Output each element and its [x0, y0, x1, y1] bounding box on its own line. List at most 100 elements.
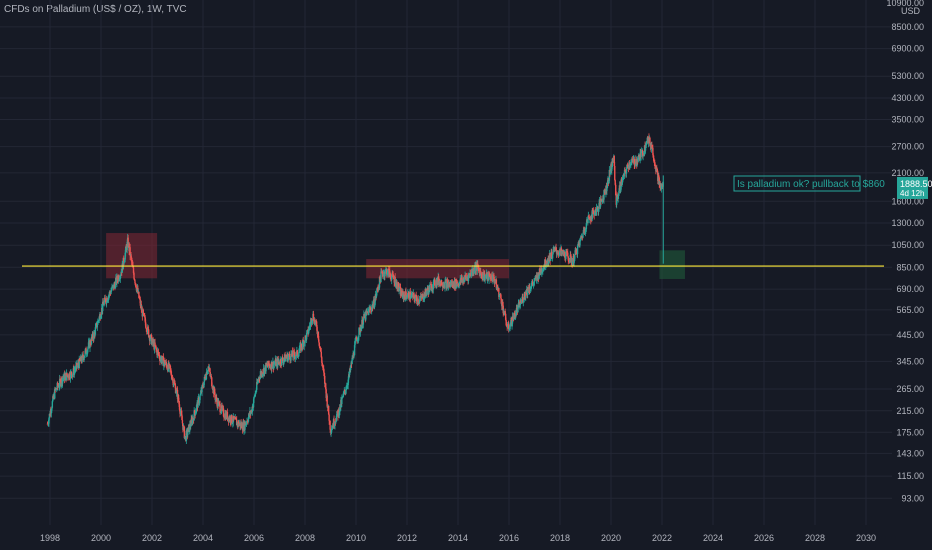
candle-body	[306, 330, 308, 333]
candle-body	[207, 366, 210, 370]
time-tick-label: 2002	[142, 533, 162, 543]
candle-body	[504, 310, 506, 314]
candle-body	[148, 336, 151, 342]
candle-body	[147, 329, 150, 338]
candle-body	[514, 314, 517, 319]
candle-body	[329, 420, 331, 430]
time-tick-label: 2028	[805, 533, 825, 543]
candle-body	[116, 276, 118, 284]
candle-body	[611, 158, 613, 168]
candle-body	[584, 230, 587, 233]
candle-body	[86, 353, 88, 355]
candle-body	[173, 382, 176, 384]
candle-body	[384, 269, 387, 274]
candle-body	[506, 325, 509, 328]
candle-body	[139, 299, 142, 306]
candle-body	[258, 377, 260, 379]
candle-body	[515, 308, 518, 316]
candle-body	[310, 318, 313, 324]
candle-body	[72, 373, 74, 375]
candle-body	[622, 176, 624, 178]
candle-body	[164, 360, 166, 366]
candle-body	[353, 355, 355, 357]
candle-body	[301, 347, 303, 348]
candle-body	[197, 397, 199, 408]
candle-body	[123, 261, 125, 263]
candle-body	[336, 411, 338, 416]
candle-body	[400, 290, 403, 296]
candle-body	[255, 389, 257, 393]
candle-body	[614, 165, 616, 181]
candle-body	[488, 273, 491, 277]
candle-body	[558, 251, 561, 256]
candle-body	[106, 298, 108, 302]
candle-body	[265, 363, 267, 372]
candle-body	[59, 378, 61, 380]
candle-body	[318, 342, 321, 347]
candle-body	[538, 275, 540, 280]
time-tick-label: 2008	[295, 533, 315, 543]
candle-body	[335, 421, 337, 423]
candle-body	[617, 193, 620, 196]
candle-body	[211, 377, 213, 387]
candle-body	[478, 269, 480, 271]
candle-body	[480, 271, 482, 273]
candle-body	[346, 385, 348, 387]
candle-body	[330, 429, 333, 433]
candle-body	[193, 410, 195, 421]
candle-body	[329, 429, 332, 433]
candle-body	[305, 332, 308, 340]
candle-body	[358, 328, 360, 337]
candle-body	[387, 269, 389, 274]
candle-body	[128, 243, 130, 252]
candle-body	[253, 397, 255, 403]
candle-body	[422, 293, 424, 300]
candle-body	[288, 353, 291, 357]
candle-body	[309, 325, 311, 327]
candle-body	[427, 287, 429, 290]
candle-body	[292, 351, 295, 358]
candle-body	[373, 299, 375, 308]
candle-body	[404, 291, 407, 300]
candle-body	[183, 427, 186, 439]
candle-body	[429, 284, 431, 291]
candle-body	[159, 358, 162, 362]
candle-body	[555, 247, 557, 251]
candle-body	[52, 396, 54, 402]
candle-body	[512, 316, 514, 320]
candle-body	[311, 321, 313, 324]
candle-body	[510, 318, 513, 326]
candle-body	[532, 282, 535, 285]
candle-body	[511, 323, 513, 326]
candle-body	[109, 291, 111, 293]
candle-body	[217, 401, 220, 407]
candle-body	[134, 280, 136, 284]
candle-body	[640, 151, 642, 158]
candle-body	[298, 349, 301, 353]
candle-body	[146, 328, 148, 332]
candle-body	[83, 357, 85, 360]
candle-body	[232, 416, 234, 423]
candle-body	[615, 184, 617, 196]
time-tick-label: 2014	[448, 533, 468, 543]
candle-body	[334, 422, 337, 423]
candle-body	[323, 372, 325, 376]
candle-body	[314, 322, 317, 324]
annotation-box[interactable]: Is palladium ok? pullback to $860	[733, 175, 885, 192]
time-axis[interactable]: 1998 2000 2002 2004 2006 2008 2010 2012 2014 2016…	[40, 533, 876, 543]
candle-body	[99, 314, 101, 319]
candle-body	[184, 436, 186, 439]
price-axis[interactable]: 10900.00 USD 8500.00 6900.00 5300.00 4300.0…	[886, 0, 924, 503]
candle-body	[176, 390, 179, 400]
candle-body	[577, 243, 580, 245]
candle-body	[110, 289, 113, 292]
candle-body	[398, 289, 400, 291]
candle-body	[244, 422, 246, 430]
candle-body	[98, 316, 100, 321]
candle-body	[281, 357, 283, 365]
candle-body	[169, 368, 172, 371]
candle-body	[392, 277, 395, 279]
candle-body	[198, 400, 201, 403]
candle-body	[449, 283, 452, 286]
